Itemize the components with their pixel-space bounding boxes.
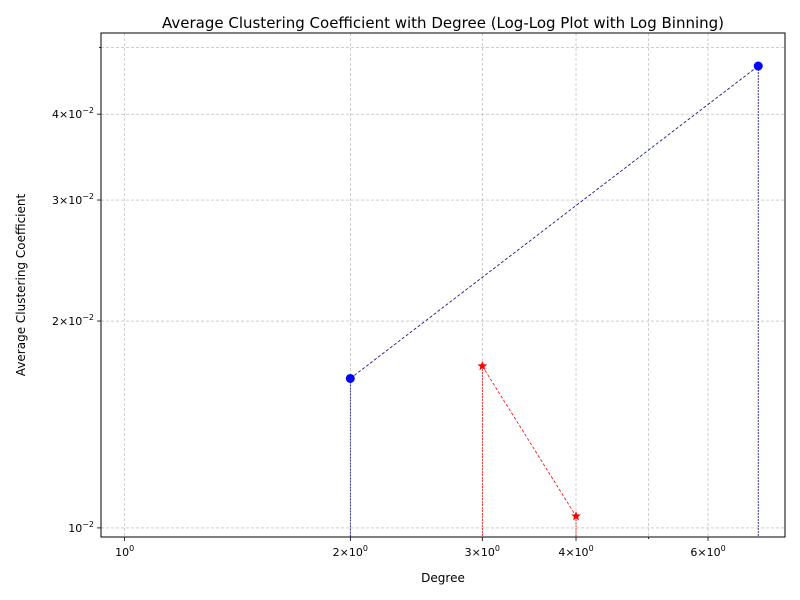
data-point-circle [753, 61, 763, 71]
series-line [350, 65, 759, 379]
data-point-circle [345, 373, 355, 383]
x-tick-label: 3×100 [465, 544, 500, 559]
x-tick-label: 6×100 [690, 544, 725, 559]
data-point-star [571, 511, 581, 521]
x-tick-label: 4×100 [558, 544, 593, 559]
axis-ticks: 100 2×100 3×100 4×100 6×100 10−2 2×10−2 3×10−2 4… [52, 47, 726, 559]
y-tick-label: 2×10−2 [52, 313, 94, 328]
grid [101, 33, 785, 537]
series-1 [477, 361, 581, 537]
chart-title: Average Clustering Coefficient with Degr… [162, 14, 724, 32]
x-tick-label: 100 [115, 544, 134, 559]
x-axis-label: Degree [421, 571, 465, 585]
y-tick-label: 3×10−2 [52, 192, 94, 207]
data-point-star [477, 361, 488, 371]
plot-frame [100, 32, 786, 538]
y-tick-label: 4×10−2 [52, 106, 94, 121]
y-axis-label: Average Clustering Coefficient [14, 194, 28, 377]
x-tick-label: 2×100 [333, 544, 368, 559]
series-0 [345, 61, 763, 537]
series-layer [345, 61, 763, 537]
y-tick-label: 10−2 [68, 520, 94, 535]
series-line [482, 365, 577, 517]
